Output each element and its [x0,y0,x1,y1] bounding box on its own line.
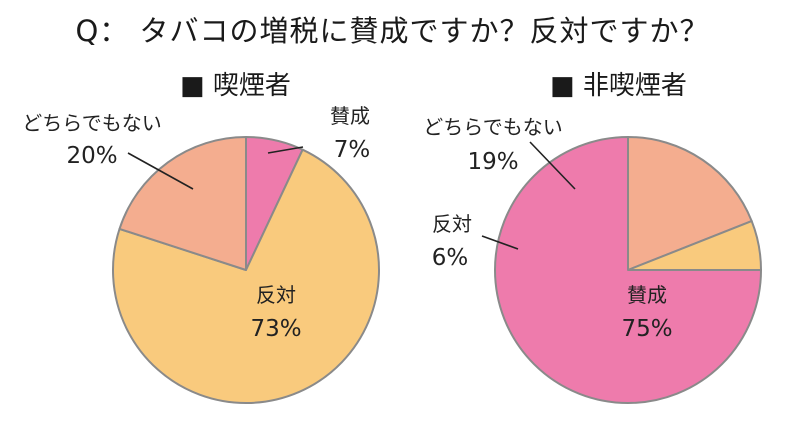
slice-label-oppose: 反対 [256,283,296,307]
leader-line-oppose [481,235,519,250]
leader-line-neutral [127,152,194,190]
slice-pct-yes: 75% [621,316,672,342]
slice-label-neutral: どちらでもない [22,111,161,135]
chart-title-nonsmokers: ■ 非喫煙者 [550,71,687,101]
slice-pct-oppose: 73% [250,316,301,342]
slice-oppose [112,148,380,404]
leader-line-yes [267,146,304,154]
pie-smokers [112,136,380,404]
pie-nonsmokers [494,136,762,404]
slice-pct-yes: 7% [334,137,371,163]
main-title: Q： タバコの増税に賛成ですか？反対ですか？ [75,14,710,48]
leader-lines-nonsmokers [481,141,576,250]
slice-label-yes: 賛成 [330,104,370,128]
leader-line-neutral [529,141,576,190]
slice-pct-neutral: 20% [66,143,117,169]
slice-yes [494,136,762,404]
slice-pct-neutral: 19% [467,149,518,175]
slice-neutral [627,136,753,271]
slice-pct-oppose: 6% [432,245,469,271]
slice-label-neutral: どちらでもない [423,115,562,139]
slice-label-oppose: 反対 [432,212,472,236]
leader-lines-smokers [127,146,304,190]
chart-title-smokers: ■ 喫煙者 [180,71,291,101]
slice-label-yes: 賛成 [627,283,667,307]
slice-neutral [118,136,247,271]
